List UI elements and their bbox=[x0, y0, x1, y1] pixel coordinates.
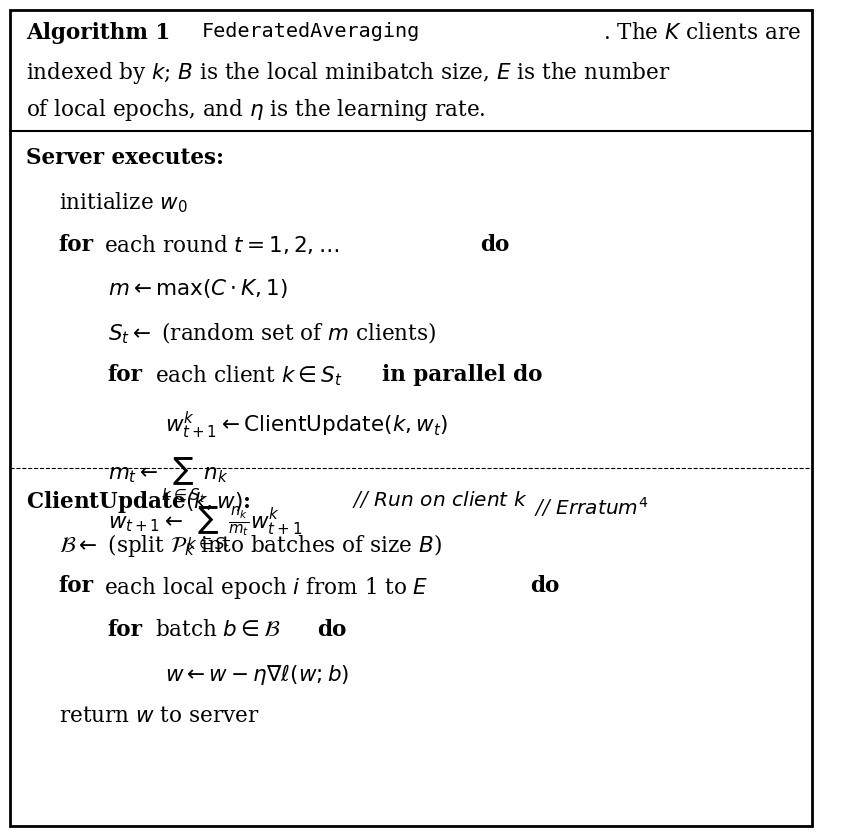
Text: do: do bbox=[481, 234, 510, 256]
Text: $m_t \leftarrow \sum_{k \in S_t} n_k$: $m_t \leftarrow \sum_{k \in S_t} n_k$ bbox=[107, 456, 228, 505]
Text: $w \leftarrow w - \eta \nabla \ell(w; b)$: $w \leftarrow w - \eta \nabla \ell(w; b)… bbox=[165, 662, 349, 687]
Text: do: do bbox=[316, 619, 346, 641]
Text: batch $b \in \mathcal{B}$: batch $b \in \mathcal{B}$ bbox=[155, 619, 281, 641]
Text: $w_{t+1}^k \leftarrow \mathrm{ClientUpdate}(k, w_t)$: $w_{t+1}^k \leftarrow \mathrm{ClientUpda… bbox=[165, 410, 448, 441]
Text: initialize $w_0$: initialize $w_0$ bbox=[58, 191, 188, 215]
Text: for: for bbox=[58, 575, 94, 598]
Text: $w_{t+1} \leftarrow \sum_{k \in S_t} \frac{n_k}{m_t} w_{t+1}^k$: $w_{t+1} \leftarrow \sum_{k \in S_t} \fr… bbox=[107, 504, 302, 553]
Text: FederatedAveraging: FederatedAveraging bbox=[202, 23, 420, 41]
Text: each local epoch $i$ from 1 to $E$: each local epoch $i$ from 1 to $E$ bbox=[104, 575, 428, 601]
Text: for: for bbox=[107, 364, 143, 386]
Text: $S_t \leftarrow$ (random set of $m$ clients): $S_t \leftarrow$ (random set of $m$ clie… bbox=[107, 320, 436, 346]
Text: // $\mathit{Run\ on\ client\ k}$: // $\mathit{Run\ on\ client\ k}$ bbox=[341, 489, 528, 510]
Text: // $\mathit{Erratum}^4$: // $\mathit{Erratum}^4$ bbox=[534, 496, 648, 519]
Text: $m \leftarrow \max(C \cdot K, 1)$: $m \leftarrow \max(C \cdot K, 1)$ bbox=[107, 278, 288, 300]
Text: $\mathcal{B} \leftarrow$ (split $\mathcal{P}_k$ into batches of size $B$): $\mathcal{B} \leftarrow$ (split $\mathca… bbox=[58, 533, 442, 559]
Text: for: for bbox=[107, 619, 143, 641]
Text: of local epochs, and $\eta$ is the learning rate.: of local epochs, and $\eta$ is the learn… bbox=[26, 97, 486, 123]
Text: each round $t = 1, 2, \ldots$: each round $t = 1, 2, \ldots$ bbox=[104, 234, 338, 257]
Text: Algorithm 1: Algorithm 1 bbox=[26, 23, 178, 44]
Text: ClientUpdate$(k, w)$:: ClientUpdate$(k, w)$: bbox=[26, 489, 250, 515]
Text: in parallel do: in parallel do bbox=[382, 364, 543, 386]
Text: indexed by $k$; $B$ is the local minibatch size, $E$ is the number: indexed by $k$; $B$ is the local minibat… bbox=[26, 59, 670, 86]
FancyBboxPatch shape bbox=[9, 10, 812, 826]
Text: Server executes:: Server executes: bbox=[26, 147, 224, 169]
Text: . The $K$ clients are: . The $K$ clients are bbox=[603, 23, 801, 44]
Text: return $w$ to server: return $w$ to server bbox=[58, 706, 259, 727]
Text: for: for bbox=[58, 234, 94, 256]
Text: do: do bbox=[530, 575, 559, 598]
Text: each client $k \in S_t$: each client $k \in S_t$ bbox=[155, 364, 342, 389]
